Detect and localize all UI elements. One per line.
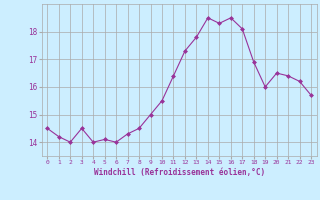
X-axis label: Windchill (Refroidissement éolien,°C): Windchill (Refroidissement éolien,°C): [94, 168, 265, 177]
